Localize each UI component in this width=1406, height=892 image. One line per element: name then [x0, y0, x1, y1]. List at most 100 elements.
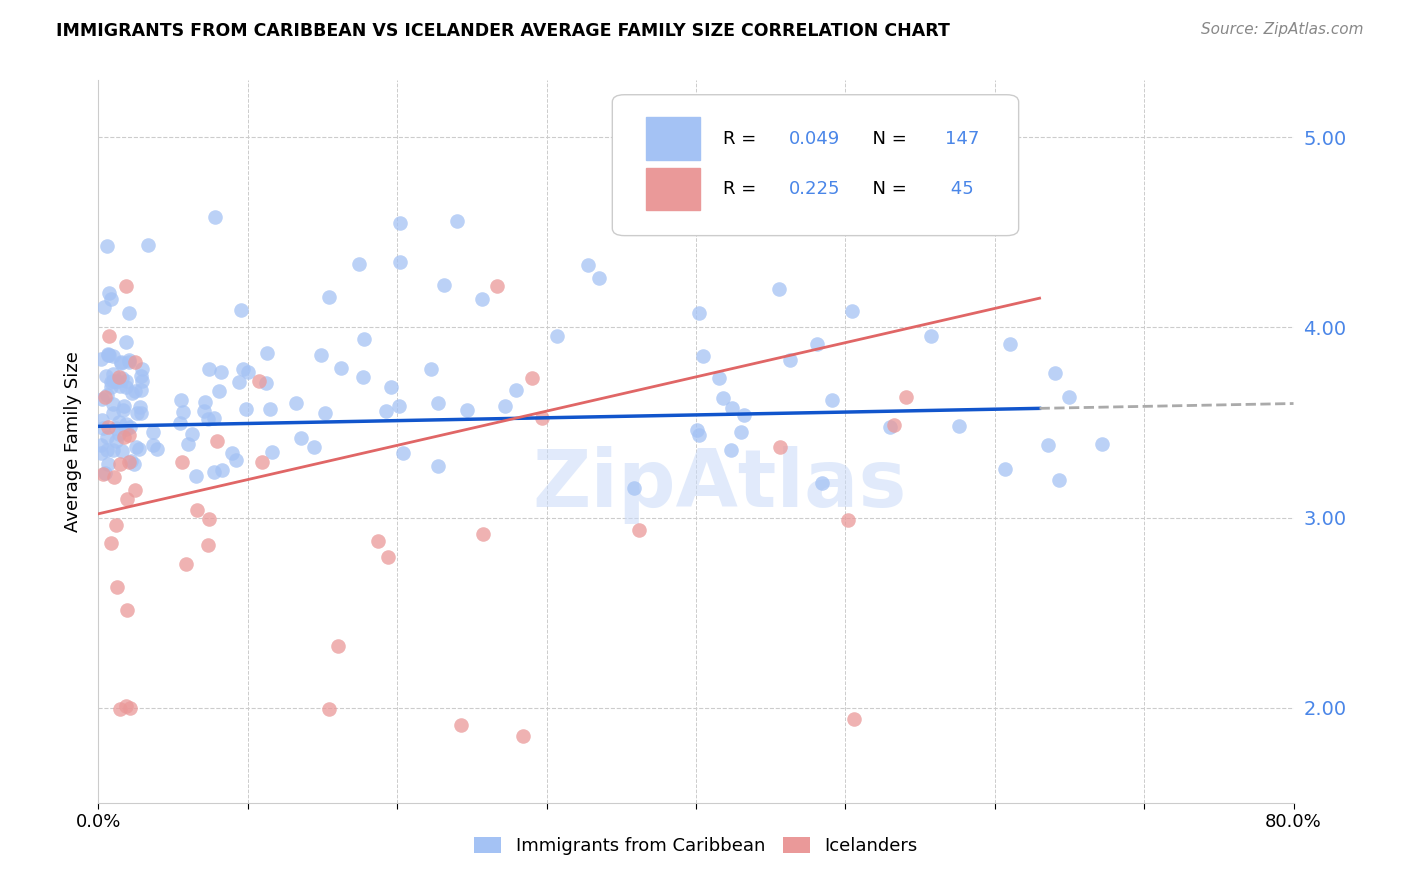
- Point: [129, 406, 152, 420]
- Point: [121, 386, 143, 401]
- Point: [103, 470, 125, 484]
- Point: [692, 349, 714, 363]
- Point: [108, 457, 131, 471]
- Text: N =: N =: [860, 180, 912, 198]
- Point: [207, 434, 229, 448]
- Point: [94, 369, 117, 384]
- Point: [114, 380, 136, 394]
- Point: [122, 457, 145, 471]
- Point: [352, 369, 374, 384]
- Point: [1036, 438, 1059, 452]
- Point: [105, 581, 128, 595]
- Y-axis label: Average Family Size: Average Family Size: [63, 351, 82, 532]
- Point: [117, 603, 139, 617]
- Point: [114, 699, 136, 714]
- Point: [115, 491, 138, 506]
- Point: [456, 402, 478, 417]
- Point: [1057, 390, 1080, 404]
- Point: [247, 374, 270, 388]
- Point: [131, 362, 153, 376]
- Point: [254, 376, 277, 391]
- Point: [125, 440, 148, 454]
- Point: [115, 374, 138, 388]
- Point: [329, 361, 352, 376]
- Point: [209, 365, 232, 379]
- Point: [1047, 474, 1070, 488]
- Point: [127, 406, 149, 420]
- Text: 0.225: 0.225: [789, 180, 841, 198]
- Point: [576, 258, 599, 272]
- Point: [96, 430, 118, 444]
- Point: [131, 369, 153, 384]
- Point: [110, 355, 132, 369]
- Point: [124, 384, 146, 398]
- Point: [112, 430, 135, 444]
- Point: [101, 349, 124, 363]
- Point: [375, 404, 398, 418]
- Text: 147: 147: [945, 129, 979, 147]
- Point: [485, 279, 508, 293]
- Point: [198, 512, 221, 526]
- Point: [100, 380, 122, 394]
- Point: [688, 306, 710, 320]
- Point: [104, 517, 127, 532]
- Point: [105, 374, 128, 388]
- Point: [197, 411, 219, 425]
- Point: [115, 422, 138, 436]
- Point: [733, 408, 755, 422]
- Point: [118, 419, 141, 434]
- Point: [186, 502, 208, 516]
- Point: [174, 557, 197, 571]
- Point: [318, 701, 340, 715]
- Point: [349, 256, 371, 270]
- Point: [879, 420, 901, 434]
- Point: [169, 416, 191, 430]
- Point: [103, 396, 125, 410]
- Point: [142, 425, 165, 439]
- Point: [97, 348, 120, 362]
- Point: [721, 401, 744, 415]
- Point: [318, 289, 340, 303]
- Point: [711, 391, 734, 405]
- Text: R =: R =: [724, 180, 762, 198]
- Point: [97, 329, 120, 343]
- Point: [118, 455, 141, 469]
- Point: [96, 443, 118, 458]
- Point: [707, 371, 730, 385]
- Point: [309, 348, 332, 362]
- Point: [124, 354, 146, 368]
- Point: [260, 444, 283, 458]
- Point: [118, 353, 141, 368]
- Point: [108, 379, 131, 393]
- Point: [177, 437, 200, 451]
- Text: 45: 45: [945, 180, 973, 198]
- Point: [202, 411, 225, 425]
- Point: [353, 332, 375, 346]
- Point: [96, 239, 118, 253]
- Point: [769, 440, 792, 454]
- Point: [98, 348, 121, 362]
- Point: [623, 481, 645, 495]
- Point: [768, 282, 790, 296]
- Point: [427, 459, 450, 474]
- Point: [129, 383, 152, 397]
- Point: [100, 536, 122, 550]
- Point: [512, 729, 534, 743]
- Point: [207, 384, 229, 398]
- Point: [108, 415, 131, 429]
- Point: [236, 365, 259, 379]
- Point: [198, 361, 221, 376]
- Point: [256, 346, 278, 360]
- Point: [90, 446, 112, 460]
- Point: [520, 370, 543, 384]
- Point: [531, 410, 554, 425]
- Point: [367, 533, 389, 548]
- Point: [115, 334, 138, 349]
- Point: [228, 376, 250, 390]
- Point: [837, 513, 859, 527]
- Point: [302, 440, 325, 454]
- Point: [259, 402, 281, 417]
- Point: [314, 406, 336, 420]
- Text: Source: ZipAtlas.com: Source: ZipAtlas.com: [1201, 22, 1364, 37]
- Point: [101, 374, 124, 388]
